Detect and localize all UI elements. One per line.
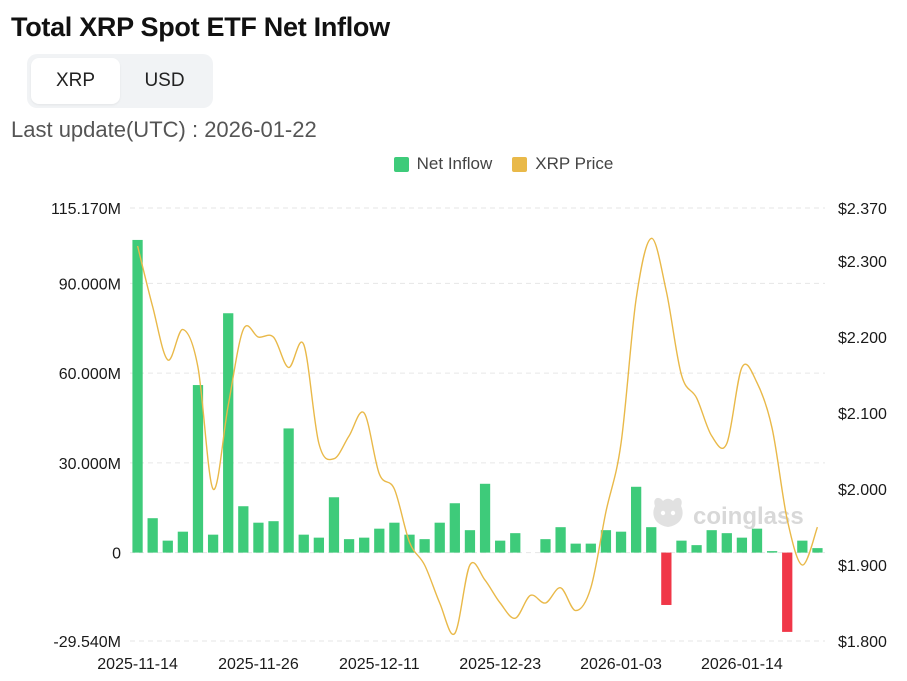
left-tick-label: 0 bbox=[112, 546, 121, 563]
inflow-bar bbox=[797, 540, 808, 553]
inflow-bar bbox=[631, 486, 642, 553]
inflow-bar bbox=[253, 522, 264, 553]
net-inflow-bars bbox=[132, 239, 823, 632]
inflow-bar bbox=[359, 537, 370, 553]
inflow-bar bbox=[555, 527, 566, 553]
inflow-bar bbox=[434, 522, 445, 553]
inflow-bar bbox=[600, 530, 612, 553]
inflow-bar bbox=[706, 530, 717, 553]
inflow-bar bbox=[646, 527, 657, 553]
left-tick-label: -29.540M bbox=[53, 634, 121, 651]
inflow-bar bbox=[495, 540, 506, 553]
coinglass-watermark: coinglass bbox=[653, 497, 804, 530]
page-title: Total XRP Spot ETF Net Inflow bbox=[11, 12, 390, 42]
toggle-usd-button[interactable]: USD bbox=[144, 70, 185, 91]
right-axis-ticks: $2.370 $2.300 $2.200 $2.100 $2.000 $1.900 $1.8… bbox=[838, 201, 887, 651]
inflow-bar bbox=[510, 533, 521, 553]
right-tick-label: $2.370 bbox=[838, 201, 887, 218]
right-tick-label: $1.900 bbox=[838, 558, 887, 575]
inflow-bar bbox=[812, 548, 823, 553]
outflow-bar bbox=[782, 552, 793, 632]
inflow-bar bbox=[283, 428, 294, 553]
inflow-bar bbox=[419, 539, 430, 553]
inflow-bar bbox=[449, 503, 460, 553]
x-tick-label: 2025-11-14 bbox=[97, 656, 178, 673]
inflow-bar bbox=[374, 528, 385, 553]
inflow-bar bbox=[676, 540, 687, 553]
inflow-bar bbox=[540, 539, 551, 553]
x-tick-label: 2026-01-03 bbox=[580, 656, 662, 673]
inflow-bar bbox=[132, 239, 143, 553]
legend-item-xrp-price[interactable]: XRP Price bbox=[512, 154, 613, 174]
inflow-bar bbox=[192, 385, 204, 553]
inflow-bar bbox=[585, 543, 596, 553]
inflow-bar bbox=[736, 537, 748, 553]
right-tick-label: $2.000 bbox=[838, 482, 887, 499]
x-axis-ticks: 2025-11-14 2025-11-26 2025-12-11 2025-12-23… bbox=[97, 656, 783, 673]
left-tick-label: 30.000M bbox=[59, 456, 121, 473]
right-tick-label: $2.200 bbox=[838, 330, 887, 347]
inflow-bar bbox=[570, 543, 581, 553]
inflow-bar bbox=[751, 528, 763, 553]
right-tick-label: $1.800 bbox=[838, 634, 887, 651]
left-tick-label: 90.000M bbox=[59, 276, 121, 293]
xrp-price-line bbox=[136, 237, 819, 636]
inflow-bar bbox=[177, 531, 189, 553]
legend-item-net-inflow[interactable]: Net Inflow bbox=[294, 154, 493, 174]
inflow-bar bbox=[389, 522, 400, 553]
right-tick-label: $2.300 bbox=[838, 254, 887, 271]
left-axis-ticks: 115.170M 90.000M 60.000M 30.000M 0 -29.540M bbox=[51, 201, 121, 651]
inflow-bar bbox=[691, 545, 702, 553]
legend-label-net-inflow: Net Inflow bbox=[416, 154, 493, 173]
outflow-bar bbox=[661, 552, 672, 605]
x-tick-label: 2025-11-26 bbox=[218, 656, 299, 673]
unit-toggle: XRP USD bbox=[27, 54, 213, 108]
inflow-bar bbox=[464, 530, 476, 553]
last-update-text: Last update(UTC) : 2026-01-22 bbox=[11, 117, 317, 142]
inflow-bar bbox=[343, 539, 355, 553]
inflow-bar bbox=[313, 537, 324, 553]
inflow-bar bbox=[766, 551, 778, 553]
toggle-xrp-button[interactable]: XRP bbox=[31, 58, 120, 104]
inflow-bar bbox=[147, 518, 158, 553]
legend-swatch-net-inflow bbox=[393, 156, 409, 172]
inflow-bar bbox=[223, 313, 234, 553]
inflow-bar bbox=[298, 534, 309, 553]
left-tick-label: 115.170M bbox=[51, 201, 121, 218]
inflow-bar bbox=[162, 540, 173, 553]
inflow-bar bbox=[238, 506, 249, 553]
x-tick-label: 2025-12-23 bbox=[459, 656, 541, 673]
inflow-bar bbox=[721, 533, 732, 553]
inflow-bar bbox=[268, 521, 279, 553]
right-tick-label: $2.100 bbox=[838, 406, 887, 423]
legend-swatch-xrp-price bbox=[512, 156, 528, 172]
grid-lines bbox=[130, 207, 825, 642]
x-tick-label: 2025-12-11 bbox=[339, 656, 420, 673]
coinglass-logo-icon bbox=[653, 497, 683, 527]
inflow-bar bbox=[207, 534, 219, 553]
inflow-bar bbox=[479, 483, 491, 553]
inflow-bar bbox=[328, 497, 340, 553]
legend-label-xrp-price: XRP Price bbox=[535, 154, 614, 173]
x-tick-label: 2026-01-14 bbox=[701, 656, 783, 673]
inflow-bar bbox=[615, 531, 627, 553]
chart-legend: Net Inflow XRP Price bbox=[0, 154, 907, 174]
left-tick-label: 60.000M bbox=[59, 366, 121, 383]
